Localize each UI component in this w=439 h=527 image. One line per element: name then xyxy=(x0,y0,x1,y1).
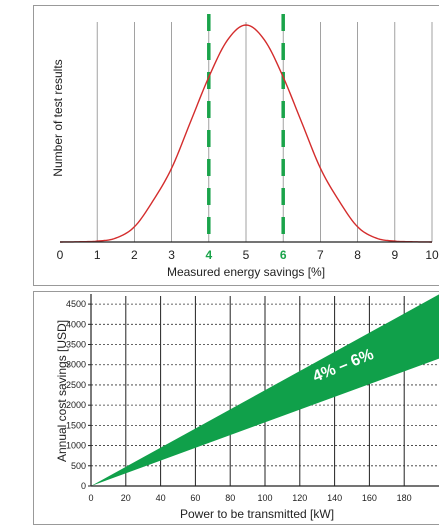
bottom-x-tick-label: 140 xyxy=(327,493,342,503)
bottom-x-tick-label: 180 xyxy=(397,493,412,503)
top-chart-curve xyxy=(59,24,433,243)
bottom-y-tick-label: 1000 xyxy=(66,441,86,451)
bottom-x-tick-label: 120 xyxy=(292,493,307,503)
top-chart-markers xyxy=(207,14,285,242)
bottom-y-tick-label: 3000 xyxy=(66,360,86,370)
top-tick-label: 0 xyxy=(57,248,64,262)
top-tick-label: 2 xyxy=(131,248,138,262)
top-chart-frame xyxy=(33,5,439,286)
bottom-y-tick-label: 1500 xyxy=(66,420,86,430)
bottom-y-tick-label: 4000 xyxy=(66,319,86,329)
top-tick-label: 3 xyxy=(168,248,175,262)
bottom-y-tick-label: 4500 xyxy=(66,299,86,309)
bottom-chart-frame xyxy=(33,291,439,525)
top-chart-tick-labels: 0 1 2 3 4 5 6 7 8 9 10 xyxy=(57,248,439,262)
top-tick-label: 7 xyxy=(317,248,324,262)
bottom-y-tick-label: 2000 xyxy=(66,400,86,410)
top-chart-x-label: Measured energy savings [%] xyxy=(167,265,325,279)
top-chart-y-label: Number of test results xyxy=(51,59,65,176)
top-tick-label: 8 xyxy=(354,248,361,262)
top-tick-label: 10 xyxy=(425,248,439,262)
bottom-chart-y-tick-labels: 0 500 1000 1500 2000 2500 3000 3500 4000 4500 xyxy=(66,299,86,491)
bottom-y-tick-label: 3500 xyxy=(66,340,86,350)
bottom-x-tick-label: 160 xyxy=(362,493,377,503)
bottom-y-tick-label: 2500 xyxy=(66,380,86,390)
bottom-y-tick-label: 500 xyxy=(71,461,86,471)
bottom-chart-x-tick-labels: 0 20 40 60 80 100 120 140 160 180 xyxy=(88,493,411,503)
bottom-x-tick-label: 20 xyxy=(121,493,131,503)
top-tick-label: 1 xyxy=(94,248,101,262)
bottom-chart-axes xyxy=(88,294,439,487)
top-tick-label: 4 xyxy=(205,248,212,262)
bottom-chart-band xyxy=(91,294,439,486)
top-tick-label: 6 xyxy=(280,248,287,262)
bottom-chart-y-label: Annual cost savings [USD] xyxy=(55,320,69,462)
bottom-x-tick-label: 40 xyxy=(156,493,166,503)
bottom-y-tick-label: 0 xyxy=(81,481,86,491)
top-tick-label: 9 xyxy=(391,248,398,262)
bottom-chart-x-label: Power to be transmitted [kW] xyxy=(180,507,334,521)
bottom-x-tick-label: 0 xyxy=(88,493,93,503)
top-tick-label: 5 xyxy=(243,248,250,262)
bottom-x-tick-label: 80 xyxy=(225,493,235,503)
bottom-x-tick-label: 60 xyxy=(190,493,200,503)
bottom-x-tick-label: 100 xyxy=(257,493,272,503)
